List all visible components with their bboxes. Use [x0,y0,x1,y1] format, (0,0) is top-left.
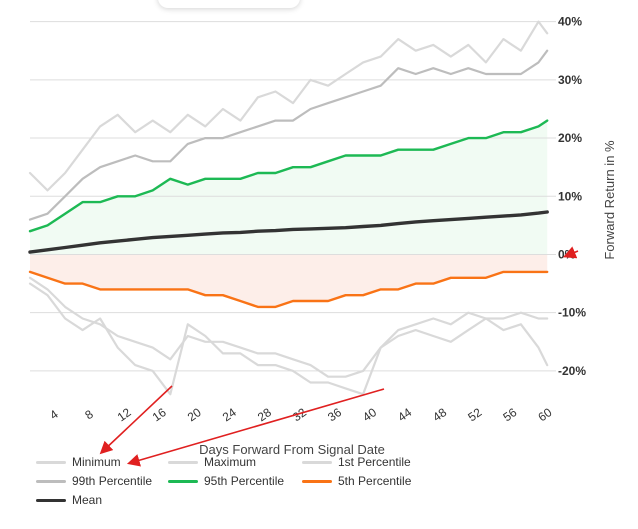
legend-swatch [302,479,332,483]
legend-swatch [36,479,66,483]
legend-item-95th-percentile[interactable]: 95th Percentile [168,473,284,489]
legend-swatch [302,460,332,464]
legend-swatch [36,498,66,502]
legend-label: 1st Percentile [338,455,411,469]
legend-label: 5th Percentile [338,474,412,488]
annotation-arrow [126,388,385,467]
y-tick-label: 10% [558,189,582,203]
y-tick-label: 40% [558,15,582,29]
x-tick-label: 8 [82,407,96,422]
y-axis-title: Forward Return in % [602,140,617,260]
series-line-minimum [28,282,549,396]
legend-item-mean[interactable]: Mean [36,492,102,508]
series-line-mean [28,210,549,254]
annotation-arrows [99,246,579,467]
legend-label: 99th Percentile [72,474,153,488]
y-tick-label: -20% [558,364,586,378]
x-tick-label: 4 [47,407,61,422]
y-tick-label: 20% [558,131,582,145]
legend-item-5th-percentile[interactable]: 5th Percentile [302,473,411,489]
series-line-95th-percentile [28,119,549,233]
annotation-arrow [99,385,173,455]
legend-label: Mean [72,493,103,507]
x-tick-label: 56 [500,405,519,424]
legend-item-1st-percentile[interactable]: 1st Percentile [302,454,411,470]
legend-swatch [168,479,198,483]
x-tick-label: 24 [220,405,239,424]
x-tick-label: 44 [395,405,414,424]
legend-label: Maximum [204,455,257,469]
x-tick-label: 32 [290,405,309,424]
top-tab[interactable] [158,0,300,8]
legend-swatch [168,460,198,464]
legend-label: 95th Percentile [204,474,285,488]
legend-label: Minimum [72,455,121,469]
x-tick-label: 60 [535,405,554,424]
x-tick-label: 16 [150,405,169,424]
legend-item-maximum[interactable]: Maximum [168,454,256,470]
series-line-5th-percentile [28,270,549,309]
negative-band [30,254,548,307]
series-line-1st-percentile [28,276,549,378]
legend-item-minimum[interactable]: Minimum [36,454,121,470]
x-tick-label: 36 [325,405,344,424]
y-tick-label: -10% [558,306,586,320]
legend-swatch [36,460,66,464]
y-tick-label: 0% [558,247,576,261]
x-tick-label: 12 [115,405,134,424]
x-tick-label: 48 [430,405,449,424]
x-axis-title: Days Forward From Signal Date [199,442,385,457]
positive-band [30,120,548,255]
y-tick-label: 30% [558,73,582,87]
x-tick-label: 20 [185,405,204,424]
x-tick-label: 52 [465,405,484,424]
chart-legend: Minimum Maximum 1st Percentile 99th Percent… [36,454,456,510]
gridlines [30,21,556,372]
series-line-maximum [28,20,549,192]
legend-item-99th-percentile[interactable]: 99th Percentile [36,473,152,489]
x-tick-label: 40 [360,405,379,424]
series-line-99th-percentile [28,49,549,221]
annotation-arrow [563,246,579,259]
